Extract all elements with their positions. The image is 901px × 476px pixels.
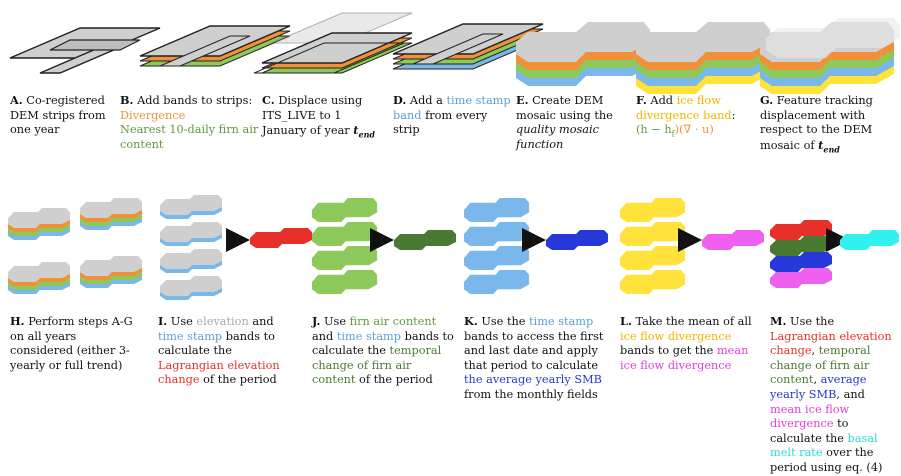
step-k-graphic — [464, 198, 608, 294]
step-h-stacks — [8, 198, 142, 294]
step-b-strips — [139, 25, 291, 67]
step-g-mosaic — [760, 18, 900, 94]
step-d-strips — [392, 23, 544, 70]
step-j-graphic — [312, 198, 456, 294]
step-l-graphic — [620, 198, 764, 294]
step-i-graphic — [160, 195, 312, 300]
caption-c: C. Displace using ITS_LIVE to 1 January … — [262, 93, 376, 140]
step-m-graphic — [770, 220, 899, 288]
caption-j: J. Use firn air content and time stamp b… — [312, 314, 454, 387]
caption-b: B. Add bands to strips: Divergence Neare… — [120, 93, 259, 151]
caption-g: G. Feature tracking displacement with re… — [760, 93, 873, 155]
step-c-strips — [253, 12, 413, 74]
caption-f: F. Add ice flow divergence band: (h − hf… — [636, 93, 736, 139]
step-a-strips — [9, 27, 161, 74]
formula: (h − hf)(∇ · u) — [636, 123, 714, 139]
caption-k: K. Use the time stamp bands to access th… — [464, 314, 604, 401]
caption-i: I. Use elevation and time stamp bands to… — [158, 314, 280, 387]
step-letter: A. — [10, 93, 23, 107]
caption-h: H. Perform steps A-G on all years consid… — [10, 314, 133, 372]
step-f-mosaic — [636, 22, 770, 94]
caption-m: M. Use the Lagrangian elevation change, … — [770, 314, 892, 474]
workflow-diagram — [8, 12, 900, 300]
caption-l: L. Take the mean of all ice flow diverge… — [620, 314, 752, 372]
caption-e: E. Create DEM mosaic using the quality m… — [516, 93, 613, 151]
caption-a: A. Co-registered DEM strips from one yea… — [10, 93, 106, 137]
caption-d: D. Add a time stamp band from every stri… — [393, 93, 511, 137]
